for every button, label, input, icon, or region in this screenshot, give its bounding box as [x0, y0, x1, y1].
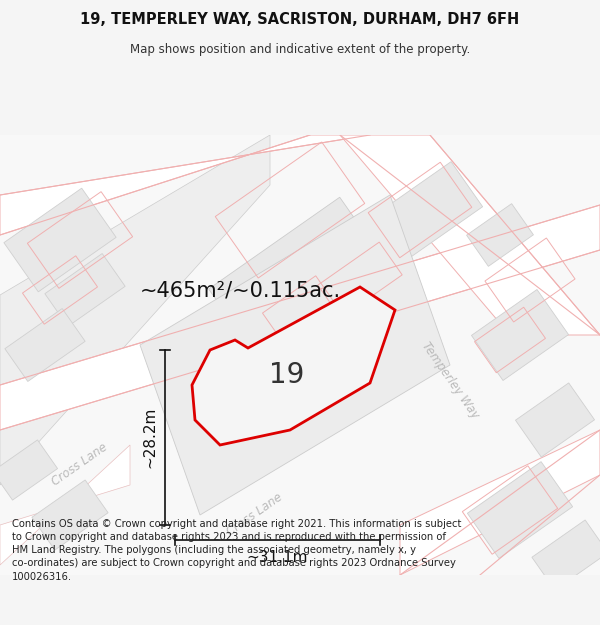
Polygon shape — [472, 289, 569, 381]
Polygon shape — [5, 309, 85, 381]
Polygon shape — [209, 198, 391, 362]
Polygon shape — [515, 383, 595, 457]
Text: 19, TEMPERLEY WAY, SACRISTON, DURHAM, DH7 6FH: 19, TEMPERLEY WAY, SACRISTON, DURHAM, DH… — [80, 12, 520, 27]
Polygon shape — [0, 440, 58, 500]
Text: ~31.1m: ~31.1m — [247, 550, 308, 565]
Polygon shape — [467, 204, 533, 266]
Text: Contains OS data © Crown copyright and database right 2021. This information is : Contains OS data © Crown copyright and d… — [12, 519, 461, 581]
Text: Temperley Way: Temperley Way — [419, 339, 481, 421]
Polygon shape — [140, 195, 450, 515]
Text: Cross Lane: Cross Lane — [225, 491, 285, 539]
Text: Cross Lane: Cross Lane — [50, 441, 110, 489]
Polygon shape — [377, 162, 482, 258]
Polygon shape — [0, 135, 370, 235]
Polygon shape — [0, 445, 130, 565]
Polygon shape — [0, 135, 270, 485]
Text: ~465m²/~0.115ac.: ~465m²/~0.115ac. — [139, 280, 341, 300]
Polygon shape — [467, 462, 572, 558]
Polygon shape — [4, 188, 116, 292]
Polygon shape — [400, 430, 600, 575]
Text: ~28.2m: ~28.2m — [142, 407, 157, 468]
Polygon shape — [0, 135, 600, 575]
Polygon shape — [45, 254, 125, 326]
Polygon shape — [532, 520, 600, 590]
Polygon shape — [0, 205, 600, 430]
Polygon shape — [192, 287, 395, 445]
Text: Map shows position and indicative extent of the property.: Map shows position and indicative extent… — [130, 42, 470, 56]
Polygon shape — [340, 135, 600, 335]
Text: 19: 19 — [269, 361, 304, 389]
Polygon shape — [32, 480, 108, 550]
